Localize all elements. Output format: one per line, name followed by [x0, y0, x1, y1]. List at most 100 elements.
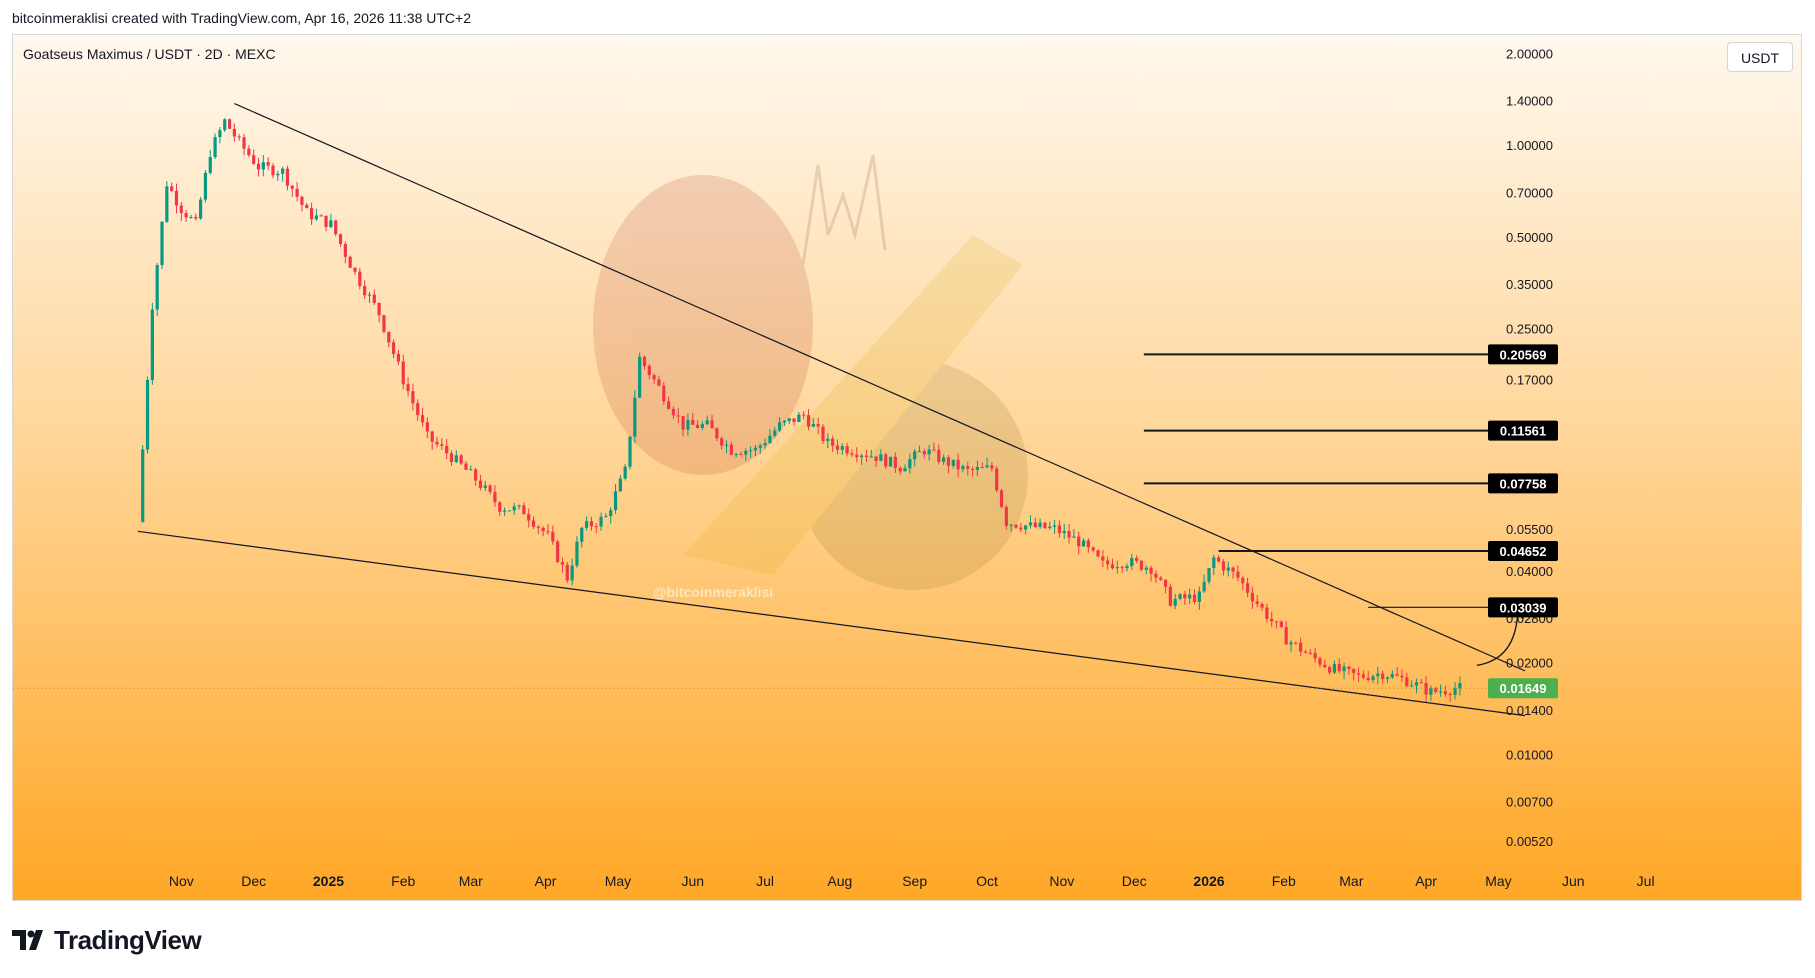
candle-body: [734, 454, 738, 456]
candle-body: [305, 204, 309, 209]
candle: [1270, 611, 1274, 628]
last-price-tag: [1488, 678, 1558, 699]
candle-body: [1043, 522, 1047, 529]
candle: [199, 197, 203, 220]
candle: [1163, 579, 1168, 594]
candle: [416, 399, 420, 421]
candle-body: [309, 208, 314, 220]
candle: [295, 181, 299, 202]
level-price-label: 0.07758: [1500, 476, 1547, 491]
candle: [797, 412, 801, 423]
candle-body: [1424, 683, 1428, 695]
candle: [710, 414, 714, 429]
candle-body: [749, 450, 753, 452]
candle: [618, 475, 622, 493]
candle: [1438, 684, 1443, 697]
level-price-tag: [1488, 420, 1558, 441]
candle-body: [474, 469, 478, 481]
candle: [1091, 546, 1095, 553]
level-price-tag: [1488, 344, 1558, 365]
candle-body: [179, 205, 183, 214]
candle: [1019, 522, 1023, 533]
candle: [860, 453, 864, 465]
candle-body: [864, 455, 869, 457]
candle: [821, 424, 825, 445]
x-tick-label: Jul: [1637, 873, 1655, 889]
candle-body: [1429, 688, 1433, 695]
candle: [1255, 595, 1259, 608]
candle-body: [546, 531, 550, 533]
candle: [155, 262, 159, 316]
candle-body: [787, 418, 791, 421]
candle: [551, 525, 555, 545]
candle: [1294, 641, 1298, 646]
candle: [324, 215, 328, 232]
candle: [1356, 667, 1361, 682]
last-price-label: 0.01649: [1500, 681, 1547, 696]
candle-body: [536, 526, 540, 528]
wedge-lower-line: [137, 530, 1526, 717]
candle: [1347, 665, 1351, 675]
candle-body: [594, 526, 598, 528]
candle-body: [1236, 571, 1240, 578]
candle: [609, 507, 613, 524]
x-tick-label: Mar: [459, 873, 483, 889]
candle-body: [1183, 594, 1187, 599]
candle-body: [324, 215, 328, 228]
candle: [826, 433, 830, 449]
candle: [956, 453, 960, 478]
candle: [782, 420, 787, 427]
candle: [276, 170, 280, 181]
candle: [449, 450, 454, 466]
candle-body: [271, 165, 275, 176]
candle-body: [1371, 676, 1375, 681]
candle: [536, 524, 540, 534]
candle: [1371, 674, 1375, 683]
candle-body: [483, 485, 487, 489]
candle: [604, 513, 608, 518]
candle-body: [372, 294, 376, 303]
level-price-tag: [1488, 473, 1558, 494]
y-tick-label: 0.35000: [1506, 277, 1553, 292]
candle: [1173, 593, 1177, 610]
y-tick-label: 0.05500: [1506, 522, 1553, 537]
candle-body: [580, 527, 584, 542]
tradingview-logo[interactable]: TradingView: [12, 925, 202, 956]
candle-body: [338, 234, 343, 244]
candle: [802, 411, 806, 420]
candle-body: [1332, 664, 1337, 673]
candle-body: [715, 428, 719, 439]
candle-body: [367, 294, 372, 296]
candle-body: [1221, 561, 1226, 571]
candle-body: [604, 516, 608, 518]
candle-body: [425, 422, 429, 432]
candle-body: [1115, 567, 1119, 569]
candle: [1352, 668, 1356, 681]
price-chart[interactable]: @bitcoinmeraklisi 2.00000 1.40000 1.00000 0.…: [13, 35, 1802, 901]
candle: [300, 195, 304, 212]
candle: [1057, 520, 1062, 538]
candle: [1284, 620, 1288, 645]
candle: [1168, 583, 1172, 607]
candle-body: [753, 447, 758, 451]
candle: [845, 442, 849, 457]
candle-body: [1405, 677, 1409, 687]
candle-body: [956, 459, 960, 470]
candle: [642, 355, 647, 370]
currency-button[interactable]: USDT: [1727, 42, 1793, 72]
candle: [1043, 522, 1047, 530]
candle: [1414, 678, 1419, 694]
candle: [218, 126, 222, 144]
candle-body: [609, 510, 613, 517]
candle-body: [917, 451, 922, 453]
candle-body: [498, 502, 502, 512]
level-price-label: 0.03039: [1500, 600, 1547, 615]
candle: [502, 507, 507, 516]
author-watermark: @bitcoinmeraklisi: [653, 584, 773, 600]
candle: [1159, 575, 1163, 581]
candle: [420, 408, 425, 427]
candle-body: [1178, 594, 1182, 599]
x-tick-label: 2025: [313, 873, 344, 889]
candle-body: [903, 468, 907, 472]
candle: [995, 465, 999, 493]
